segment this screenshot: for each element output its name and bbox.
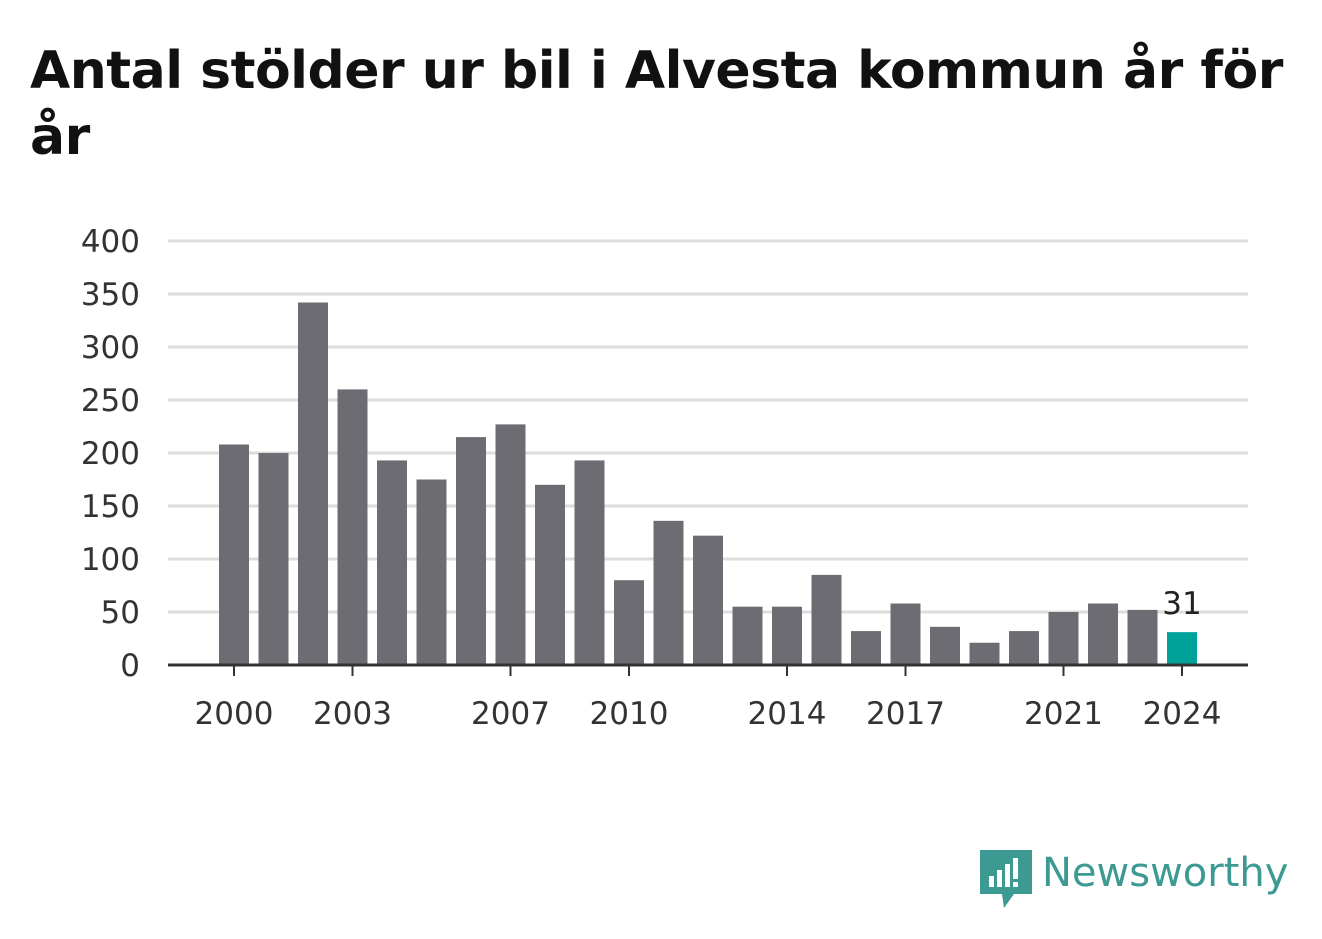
bar-2010: [614, 580, 644, 665]
bar-2021: [1048, 612, 1079, 665]
x-tick-label: 2014: [748, 696, 827, 732]
brand-name: Newsworthy: [1042, 850, 1289, 896]
bar-2016: [851, 631, 881, 665]
bar-2022: [1088, 603, 1118, 665]
data-label: 31: [1162, 586, 1201, 622]
x-tick-label: 2024: [1143, 696, 1222, 732]
bar-2011: [653, 520, 684, 665]
x-tick-label: 2017: [866, 696, 945, 732]
y-tick-label: 350: [81, 277, 140, 313]
bar-2000: [219, 444, 249, 665]
bar-2014: [772, 606, 802, 665]
y-tick-label: 150: [81, 489, 140, 525]
newsworthy-logo: Newsworthy: [980, 850, 1288, 910]
y-tick-label: 0: [120, 648, 140, 684]
bar-2003: [337, 389, 368, 665]
y-tick-label: 300: [81, 330, 140, 366]
bar-2015: [811, 574, 842, 665]
y-tick-label: 50: [101, 595, 140, 631]
chart-title: Antal stölder ur bil i Alvesta kommun år…: [30, 41, 1283, 167]
bar-2019: [969, 642, 1000, 665]
bar-2007: [495, 424, 526, 665]
newsworthy-logo-icon: [980, 850, 1032, 908]
bar-2017: [890, 603, 921, 665]
bar-2005: [416, 479, 447, 665]
x-tick-label: 2021: [1024, 696, 1103, 732]
bar-2006: [456, 437, 486, 665]
y-tick-label: 100: [81, 542, 140, 578]
bar-2018: [930, 626, 960, 665]
bar-2012: [693, 535, 723, 665]
bar-2013: [732, 606, 763, 665]
x-tick-label: 2000: [195, 696, 274, 732]
x-tick-label: 2003: [313, 696, 392, 732]
bar-2009: [574, 460, 605, 665]
bar-2008: [535, 484, 565, 665]
bar-2002: [298, 302, 328, 665]
bar-2020: [1009, 631, 1039, 665]
x-tick-label: 2007: [471, 696, 550, 732]
y-tick-label: 400: [81, 224, 140, 260]
x-tick-label: 2010: [590, 696, 669, 732]
bar-2024: [1167, 632, 1197, 665]
bar-2023: [1127, 609, 1158, 665]
y-tick-label: 200: [81, 436, 140, 472]
y-tick-label: 250: [81, 383, 140, 419]
bar-2001: [258, 453, 289, 665]
bar-2004: [377, 460, 407, 665]
